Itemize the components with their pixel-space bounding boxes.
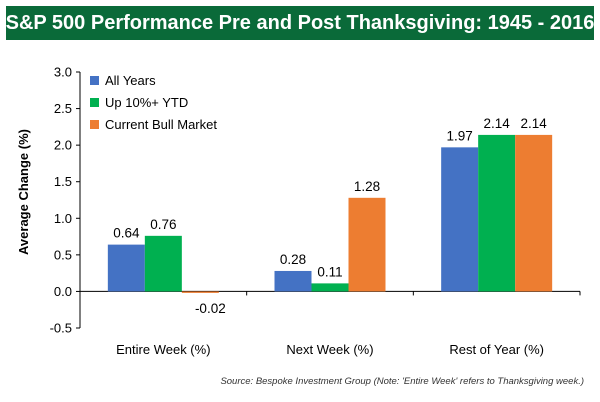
data-label: 0.76 bbox=[150, 217, 176, 232]
data-label: 0.64 bbox=[113, 226, 140, 241]
y-tick-label: 0.5 bbox=[54, 247, 72, 262]
y-tick-label: 0.0 bbox=[54, 284, 72, 299]
data-label: 1.97 bbox=[447, 128, 473, 143]
source-note: Source: Bespoke Investment Group (Note: … bbox=[220, 376, 584, 387]
bar bbox=[515, 134, 553, 292]
legend-swatch bbox=[90, 120, 99, 129]
data-label: 1.28 bbox=[354, 179, 380, 194]
legend-label: All Years bbox=[105, 73, 156, 88]
legend-swatch bbox=[90, 98, 99, 107]
y-axis-label: Average Change (%) bbox=[16, 129, 31, 255]
y-tick-label: 1.5 bbox=[54, 174, 72, 189]
y-tick-label: -0.5 bbox=[50, 321, 72, 336]
y-tick-label: 2.5 bbox=[54, 101, 72, 116]
legend: All Years Up 10%+ YTD Current Bull Market bbox=[90, 73, 217, 132]
data-label: 0.28 bbox=[280, 252, 306, 267]
x-category-label: Rest of Year (%) bbox=[449, 342, 544, 357]
data-label: 2.14 bbox=[484, 116, 511, 131]
bar bbox=[478, 134, 516, 292]
data-label: -0.02 bbox=[195, 301, 226, 316]
data-labels: 0.64 0.76 -0.02 0.28 0.11 1.28 1.97 2.14 2.14 bbox=[113, 116, 547, 316]
bar bbox=[107, 244, 145, 292]
data-label: 0.11 bbox=[317, 264, 342, 279]
x-category-label: Entire Week (%) bbox=[116, 342, 210, 357]
y-tick-label: 2.0 bbox=[54, 138, 72, 153]
y-tick-label: 3.0 bbox=[54, 65, 72, 80]
bar bbox=[311, 283, 349, 292]
y-tick-label: 1.0 bbox=[54, 211, 72, 226]
bar bbox=[274, 270, 312, 292]
legend-swatch bbox=[90, 76, 99, 85]
chart-title: S&P 500 Performance Pre and Post Thanksg… bbox=[6, 6, 594, 40]
axes: 3.0 2.5 2.0 1.5 1.0 0.5 0.0 -0.5 Entire Week (%)… bbox=[50, 65, 581, 357]
bar bbox=[181, 291, 219, 293]
legend-label: Current Bull Market bbox=[105, 117, 217, 132]
bar bbox=[348, 197, 386, 292]
x-category-label: Next Week (%) bbox=[286, 342, 373, 357]
bar bbox=[144, 235, 182, 292]
bar bbox=[441, 147, 479, 292]
data-label: 2.14 bbox=[521, 116, 548, 131]
bars bbox=[107, 134, 553, 293]
legend-label: Up 10%+ YTD bbox=[105, 95, 188, 110]
